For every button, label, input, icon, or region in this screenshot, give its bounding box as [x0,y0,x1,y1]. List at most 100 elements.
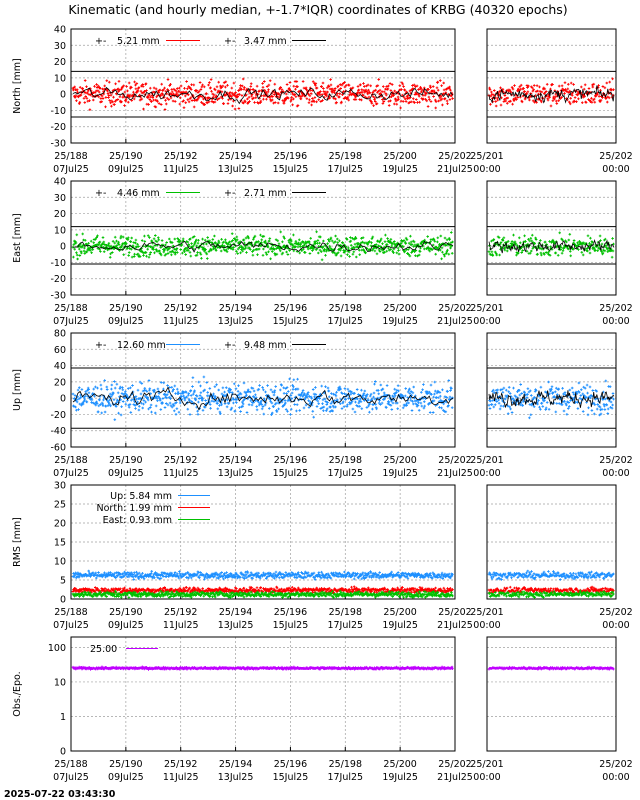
x-tick-label-date: 00:00 [473,164,500,175]
x-tick-label-day: 25/192 [164,303,197,314]
x-tick-label-day: 25/202 [599,759,632,770]
zoom-panel-up: 25/201 00:00 25/202 00:00 [470,332,633,479]
legend: +- 4.46 mm +- 2.71 mm [95,188,326,199]
main-frame [70,332,456,448]
legend-label: 5.21 mm [117,36,160,47]
x-tick-label-day: 25/188 [54,607,87,618]
x-tick-label-day: 25/200 [383,455,416,466]
legend-symbol: +- [95,36,106,47]
x-tick-label-day: 25/190 [109,151,142,162]
y-tick-label: 30 [54,41,66,52]
x-tick-label-date: 07Jul25 [53,316,89,327]
x-tick-label-date: 09Jul25 [108,772,144,783]
y-tick-label: 20 [54,377,66,388]
legend-label: 2.71 mm [244,188,287,199]
zoom-frame [486,636,617,752]
y-tick-label: 60 [54,345,66,356]
legend: +- 5.21 mm +- 3.47 mm [95,36,326,47]
x-tick-label-date: 21Jul25 [437,772,473,783]
x-tick-label-day: 25/192 [164,607,197,618]
x-tick-label-day: 25/196 [274,455,307,466]
x-tick-label-date: 11Jul25 [163,316,199,327]
main-frame [70,636,456,752]
legend-label: 3.47 mm [244,36,287,47]
y-tick-label: 40 [54,177,66,188]
y-tick-label: -30 [50,291,66,302]
y-tick-label: 25 [54,500,66,511]
x-tick-label-date: 17Jul25 [327,316,363,327]
x-tick-label-day: 25/188 [54,759,87,770]
x-tick-label-day: 25/202 [438,455,471,466]
x-tick-label-date: 15Jul25 [273,620,309,631]
x-tick-label-day: 25/198 [329,759,362,770]
x-tick-label-date: 13Jul25 [218,772,254,783]
x-tick-label-date: 21Jul25 [437,620,473,631]
y-tick-label: 20 [54,519,66,530]
x-tick-label-date: 19Jul25 [382,316,418,327]
zoom-panel-obs: 25/201 00:00 25/202 00:00 [470,636,633,783]
x-tick-label-day: 25/194 [219,151,252,162]
x-tick-label-date: 19Jul25 [382,468,418,479]
legend: +- 12.60 mm +- 9.48 mm [95,340,326,351]
legend-label: East: 0.93 mm [103,515,172,526]
legend-label: 12.60 mm [117,340,166,351]
y-tick-label: 30 [54,193,66,204]
x-tick-label-date: 07Jul25 [53,468,89,479]
x-tick-label-date: 00:00 [473,316,500,327]
zoom-frame [486,28,617,144]
north-zoom-median-line [488,85,615,104]
y-tick-label: 10 [54,225,66,236]
x-tick-label-day: 25/202 [438,303,471,314]
east-median-line [72,240,454,253]
zoom-panel-rms: 25/201 00:00 25/202 00:00 [470,484,633,631]
x-tick-label-day: 25/202 [438,759,471,770]
y-tick-label: 0 [60,595,66,606]
legend-symbol: +- [95,340,106,351]
zoom-panel-east: 25/201 00:00 25/202 00:00 [470,180,633,327]
x-tick-label-date: 21Jul25 [437,468,473,479]
x-tick-label-day: 25/200 [383,759,416,770]
y-tick-label: 30 [54,481,66,492]
x-tick-label-day: 25/194 [219,455,252,466]
x-tick-label-date: 07Jul25 [53,620,89,631]
legend-label: 25.00 [90,644,117,655]
x-tick-label-date: 11Jul25 [163,164,199,175]
x-tick-label-day: 25/202 [599,151,632,162]
y-tick-label: 15 [54,538,66,549]
x-tick-label-day: 25/196 [274,303,307,314]
y-tick-label: -20 [50,274,66,285]
zoom-frame [486,484,617,600]
y-tick-label: 80 [54,329,66,340]
panel-rms: 0 5 10 15 20 25 30 RMS [mm] 25/188 07Jul25 25/190 0… [12,481,473,632]
legend-symbol: +- [95,188,106,199]
main-frame [70,180,456,296]
legend: 25.00 [90,644,158,655]
x-tick-label-day: 25/198 [329,151,362,162]
chart-title: Kinematic (and hourly median, +-1.7*IQR)… [68,2,567,17]
y-tick-label: -20 [50,410,66,421]
y-axis-label: North [mm] [12,58,23,114]
zoom-frame [486,180,617,296]
rms-up-cloud [71,569,454,581]
up-median-line [72,386,454,411]
x-tick-label-date: 21Jul25 [437,316,473,327]
main-frame [70,28,456,144]
y-tick-label: 40 [54,25,66,36]
legend-label: North: 1.99 mm [97,503,172,514]
y-tick-label: 10 [54,557,66,568]
panel-north: -30 -20 -10 0 10 20 30 40 North [mm] 25/188 07Jul2… [12,25,473,176]
rms-east-cloud [71,589,454,599]
x-tick-label-day: 25/202 [599,303,632,314]
x-tick-label-date: 00:00 [602,772,629,783]
legend-symbol: +- [224,188,235,199]
x-tick-label-date: 11Jul25 [163,620,199,631]
panel-up: -60 -40 -20 0 20 40 60 80 Up [mm] 25/188 07Jul25 25… [12,329,473,480]
x-tick-label-day: 25/188 [54,303,87,314]
y-axis-label: East [mm] [12,213,23,262]
legend-symbol: +- [224,36,235,47]
rms-north-zoom-cloud [487,585,615,595]
x-tick-label-date: 15Jul25 [273,468,309,479]
